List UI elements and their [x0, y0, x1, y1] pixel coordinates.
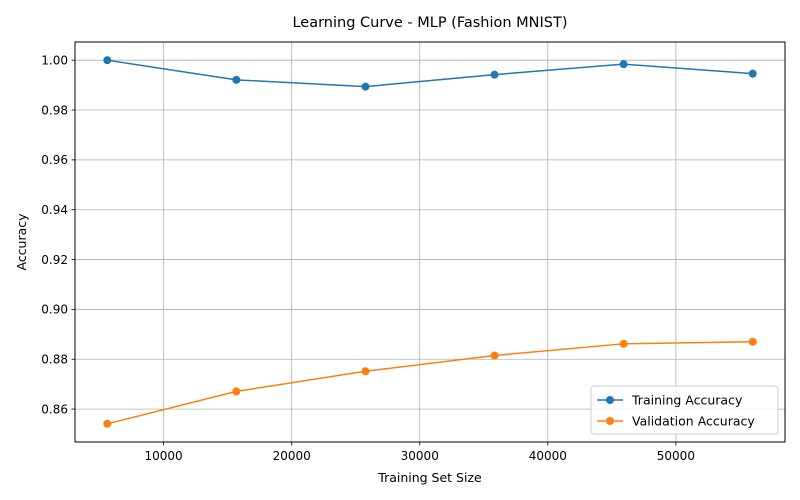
- x-tick-label: 30000: [401, 449, 439, 463]
- validation-accuracy-point: [619, 339, 628, 348]
- validation-accuracy-point: [748, 337, 757, 346]
- validation-accuracy-point: [232, 387, 241, 396]
- validation-accuracy-point: [490, 351, 499, 360]
- grid-lines: [75, 42, 785, 442]
- x-tick-label: 40000: [529, 449, 567, 463]
- x-tick-label: 20000: [273, 449, 311, 463]
- legend-marker-validation: [606, 417, 614, 425]
- validation-accuracy-line: [107, 341, 753, 425]
- legend-label-validation: Validation Accuracy: [632, 414, 755, 429]
- axis-ticks: 10000 20000 30000 40000 50000 0.86 0.88 0.90 0.9…: [41, 53, 695, 463]
- training-accuracy-point: [361, 82, 370, 91]
- y-axis-label: Accuracy: [14, 213, 29, 271]
- training-accuracy-point: [619, 60, 628, 69]
- legend: Training Accuracy Validation Accuracy: [590, 385, 779, 435]
- legend-label-training: Training Accuracy: [631, 393, 743, 408]
- legend-box: [590, 385, 779, 435]
- training-accuracy-point: [748, 69, 757, 78]
- y-tick-label: 0.92: [41, 253, 68, 267]
- legend-marker-training: [606, 396, 614, 404]
- plot-frame: [74, 41, 786, 443]
- y-tick-label: 0.88: [41, 353, 68, 367]
- y-tick-label: 0.86: [41, 402, 68, 416]
- training-accuracy-point: [232, 75, 241, 84]
- validation-accuracy-point: [361, 367, 370, 376]
- legend-entry-training: Training Accuracy: [597, 393, 743, 408]
- validation-accuracy-point: [103, 419, 112, 428]
- series-group: [103, 56, 757, 428]
- legend-entry-validation: Validation Accuracy: [597, 414, 755, 429]
- x-tick-label: 10000: [145, 449, 183, 463]
- y-tick-label: 0.98: [41, 103, 68, 117]
- x-tick-label: 50000: [657, 449, 695, 463]
- y-tick-label: 0.96: [41, 153, 68, 167]
- training-accuracy-point: [490, 70, 499, 79]
- y-tick-label: 0.90: [41, 303, 68, 317]
- y-tick-label: 1.00: [41, 53, 68, 67]
- training-accuracy-line: [107, 59, 753, 88]
- y-tick-label: 0.94: [41, 203, 68, 217]
- chart-title: Learning Curve - MLP (Fashion MNIST): [292, 15, 567, 31]
- x-axis-label: Training Set Size: [377, 470, 482, 485]
- training-accuracy-point: [103, 56, 112, 65]
